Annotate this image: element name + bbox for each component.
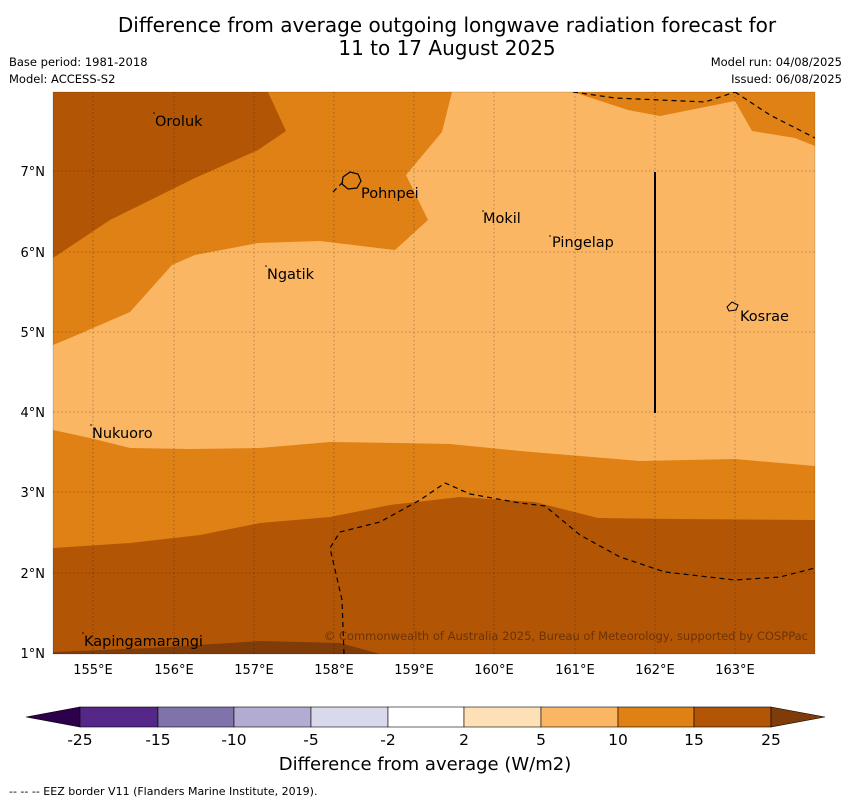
lon-label-159e: 159°E [394, 663, 434, 678]
place-label-ngatik: Ngatik [267, 267, 315, 283]
colorbar-segment-4 [310, 706, 389, 728]
pingelap-marker [549, 235, 551, 237]
nukuoro-marker [90, 424, 92, 426]
lon-label-155e: 155°E [73, 663, 113, 678]
eez-border [329, 92, 815, 654]
lat-label-4n: 4°N [21, 406, 46, 421]
place-label-kapingamarangi: Kapingamarangi [84, 634, 203, 650]
map-title: Difference from average outgoing longwav… [0, 14, 850, 60]
colorbar-tick-4: -5 [303, 731, 318, 749]
lat-label-7n: 7°N [21, 165, 46, 180]
issued-text: Issued: 06/08/2025 [731, 72, 842, 86]
kapingamarangi-marker [82, 632, 84, 634]
colorbar-segment-9 [693, 706, 772, 728]
mokil-marker [482, 210, 484, 212]
title-line-1: Difference from average outgoing longwav… [117, 13, 777, 37]
kosrae-island [726, 301, 739, 312]
oroluk-marker [153, 112, 155, 114]
colorbar-tick-7: 5 [536, 731, 546, 749]
colorbar-tick-10: 25 [761, 731, 781, 749]
place-label-pohnpei: Pohnpei [361, 186, 419, 202]
colorbar-segment-8 [617, 706, 695, 728]
copyright-text: © Commonwealth of Australia 2025, Bureau… [324, 629, 808, 643]
colorbar-segment-1 [79, 706, 159, 728]
anomaly-15-25-south [53, 497, 815, 654]
meta-left: Base period: 1981-2018 Model: ACCESS-S2 [9, 54, 148, 88]
meta-right: Model run: 04/08/2025 Issued: 06/08/2025 [711, 54, 842, 88]
colorbar-tick-3: -10 [221, 731, 246, 749]
colorbar-extend-low [25, 706, 81, 728]
colorbar-label: Difference from average (W/m2) [278, 754, 572, 775]
colorbar-tick-1: -25 [67, 731, 92, 749]
colorbar-segment-6 [463, 706, 542, 728]
base-period-text: Base period: 1981-2018 [9, 55, 148, 69]
pohnpei-island [341, 171, 362, 190]
model-text: Model: ACCESS-S2 [9, 72, 116, 86]
title-line-2: 11 to 17 August 2025 [338, 36, 556, 60]
colorbar-tick-5: -2 [380, 731, 395, 749]
lon-label-158e: 158°E [314, 663, 354, 678]
colorbar-segment-5 [387, 706, 465, 728]
footer-note: -- -- -- EEZ border V11 (Flanders Marine… [9, 785, 318, 798]
colorbar-segment-2 [157, 706, 235, 728]
colorbar-tick-8: 10 [608, 731, 628, 749]
colorbar-segment-3 [233, 706, 312, 728]
lat-label-5n: 5°N [21, 326, 46, 341]
place-label-oroluk: Oroluk [155, 114, 203, 130]
lat-label-3n: 3°N [21, 486, 46, 501]
place-label-kosrae: Kosrae [740, 309, 789, 325]
graticule [53, 92, 815, 654]
lon-label-160e: 160°E [474, 663, 514, 678]
colorbar-extend-high [770, 706, 826, 728]
ngatik-marker [265, 265, 267, 267]
anomaly-5-10-region [53, 92, 815, 466]
place-label-nukuoro: Nukuoro [92, 426, 153, 442]
map-panel: Oroluk Pohnpei Mokil Pingelap Ngatik Kos… [53, 92, 815, 654]
place-label-pingelap: Pingelap [552, 235, 614, 251]
lat-label-6n: 6°N [21, 246, 46, 261]
lon-label-156e: 156°E [154, 663, 194, 678]
lon-label-163e: 163°E [715, 663, 755, 678]
colorbar-tick-2: -15 [145, 731, 170, 749]
colorbar [25, 706, 826, 728]
colorbar-tick-6: 2 [459, 731, 469, 749]
lat-label-1n: 1°N [21, 647, 46, 662]
lon-label-161e: 161°E [555, 663, 595, 678]
lat-label-2n: 2°N [21, 567, 46, 582]
anomaly-15-25-topleft [53, 92, 286, 258]
lon-label-157e: 157°E [234, 663, 274, 678]
anomaly-gt-25-south [53, 641, 380, 654]
place-label-mokil: Mokil [483, 211, 521, 227]
colorbar-segment-7 [540, 706, 619, 728]
lon-label-162e: 162°E [635, 663, 675, 678]
anomaly-10-15-topright [573, 92, 815, 146]
colorbar-tick-9: 15 [684, 731, 704, 749]
model-run-text: Model run: 04/08/2025 [710, 55, 842, 69]
